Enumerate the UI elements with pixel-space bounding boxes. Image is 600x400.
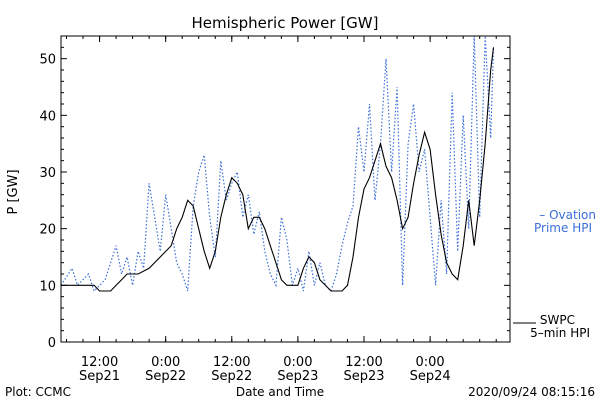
legend-ovation: – Ovation Prime HPI [534, 208, 596, 235]
x-tick-label-time: 0:00 [416, 355, 445, 370]
legend-ovation-line1: – Ovation [539, 208, 596, 222]
x-tick-label-time: 12:00 [345, 355, 382, 370]
y-tick-label: 50 [39, 53, 56, 68]
x-axis-label: Date and Time [236, 385, 324, 399]
x-tick-label-time: 0:00 [283, 355, 312, 370]
legend-swpc-line2: 5–min HPI [530, 326, 590, 340]
x-tick-label-date: Sep22 [211, 369, 252, 384]
footer-credit: Plot: CCMC [5, 385, 71, 399]
y-tick-label: 30 [39, 166, 56, 181]
x-tick-label-date: Sep22 [145, 369, 186, 384]
series-ovation-prime-line [61, 36, 495, 293]
x-tick-label-date: Sep23 [343, 369, 384, 384]
x-tick-label-time: 12:00 [81, 355, 118, 370]
x-tick-label-date: Sep24 [410, 369, 451, 384]
y-tick-label: 20 [39, 223, 56, 238]
legend-swpc-line1: SWPC [540, 313, 575, 327]
series-swpc-line [61, 47, 495, 292]
chart-title: Hemispheric Power [GW] [192, 14, 379, 32]
x-tick-label-time: 0:00 [151, 355, 180, 370]
y-tick-label: 10 [39, 279, 56, 294]
y-tick-label: 40 [39, 109, 56, 124]
plot-frame [60, 35, 511, 343]
legend-swpc: SWPC 5–min HPI [513, 313, 590, 340]
x-axis-ticks: 12:00Sep210:00Sep2212:00Sep220:00Sep2312… [66, 36, 497, 384]
x-tick-label-date: Sep23 [277, 369, 318, 384]
x-tick-label-date: Sep21 [79, 369, 120, 384]
y-axis-ticks: 0 10 20 30 40 50 [39, 46, 510, 351]
footer-timestamp: 2020/09/24 08:15:16 [468, 385, 595, 399]
y-tick-label: 0 [48, 336, 56, 351]
y-axis-label: P [GW] [6, 169, 21, 214]
x-tick-label-time: 12:00 [213, 355, 250, 370]
legend-ovation-line2: Prime HPI [534, 221, 592, 235]
